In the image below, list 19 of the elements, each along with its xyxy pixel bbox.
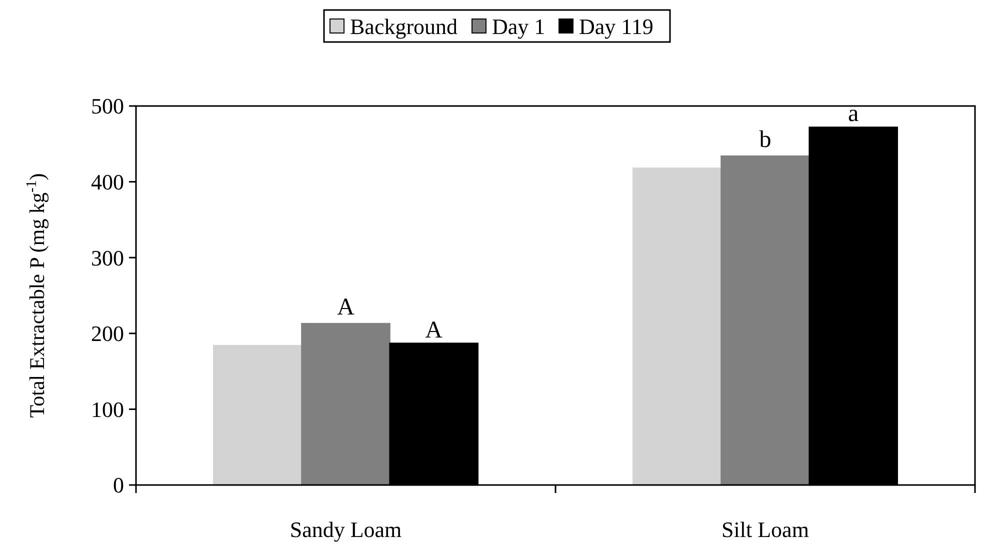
annotation: a xyxy=(848,101,860,128)
annotation: b xyxy=(759,127,772,154)
y-tick-label: 300 xyxy=(91,245,124,270)
x-tick-label: Silt Loam xyxy=(722,517,809,542)
y-tick-label: 400 xyxy=(91,170,124,194)
legend-label: Background xyxy=(350,14,458,39)
y-tick-label: 200 xyxy=(91,321,124,346)
bar xyxy=(632,168,722,486)
legend-label: Day 1 xyxy=(492,14,546,39)
bar xyxy=(213,344,302,486)
y-tick-label: 100 xyxy=(91,396,124,422)
x-tick-label: Sandy Loam xyxy=(290,517,402,542)
legend-label: Day 119 xyxy=(579,14,654,39)
annotation: A xyxy=(337,294,356,321)
bar xyxy=(301,322,390,486)
y-tick-label: 500 xyxy=(91,94,124,119)
bar xyxy=(720,155,810,486)
y-tick-label: 0 xyxy=(113,472,124,498)
annotation: A xyxy=(425,317,444,344)
